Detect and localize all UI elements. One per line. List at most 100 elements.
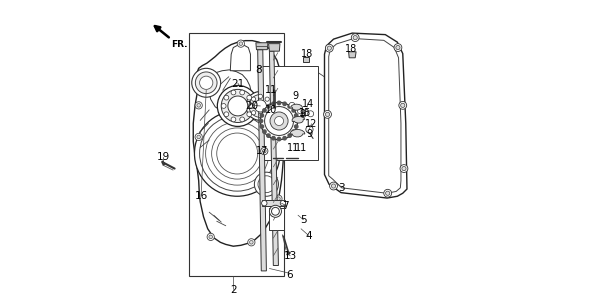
Circle shape [262,108,267,113]
Circle shape [195,72,217,94]
Polygon shape [303,57,309,62]
Circle shape [199,76,213,89]
Polygon shape [258,50,267,271]
Text: 13: 13 [284,251,297,262]
Circle shape [287,133,292,138]
Circle shape [258,176,275,193]
Circle shape [275,195,282,202]
Circle shape [192,68,221,97]
Polygon shape [268,44,280,51]
Polygon shape [189,33,284,276]
Circle shape [297,108,303,114]
Circle shape [251,97,255,101]
Circle shape [384,189,392,197]
Text: 9: 9 [293,91,299,101]
Circle shape [280,200,286,206]
Polygon shape [270,208,284,230]
Circle shape [250,104,254,108]
Polygon shape [292,116,305,123]
Circle shape [270,112,288,130]
Circle shape [228,96,248,116]
Circle shape [224,95,229,100]
Circle shape [274,116,284,126]
Text: 5: 5 [300,215,307,225]
Circle shape [399,101,407,109]
Circle shape [258,113,263,118]
Polygon shape [270,51,278,265]
Text: 18: 18 [345,44,358,54]
Polygon shape [290,129,305,137]
Circle shape [396,45,400,50]
Circle shape [247,95,252,100]
Circle shape [258,94,263,98]
Polygon shape [256,43,268,50]
Text: 12: 12 [306,119,318,129]
Text: 10: 10 [266,105,278,115]
Polygon shape [329,39,401,193]
Circle shape [401,103,405,107]
Circle shape [224,112,229,117]
Text: 11: 11 [287,143,299,153]
Circle shape [301,113,306,117]
Circle shape [276,67,283,74]
Text: 21: 21 [231,79,244,89]
Polygon shape [262,200,286,206]
Circle shape [258,119,263,123]
Circle shape [205,122,269,185]
Circle shape [271,136,276,141]
Circle shape [251,111,255,115]
Circle shape [260,124,264,129]
Circle shape [277,137,281,141]
Circle shape [277,69,281,73]
Polygon shape [291,104,303,110]
Circle shape [248,104,253,108]
Text: 3: 3 [338,183,345,193]
Circle shape [294,119,300,123]
Circle shape [326,44,333,52]
Polygon shape [230,45,250,71]
Circle shape [282,136,287,141]
Text: 6: 6 [287,269,293,280]
Circle shape [307,111,314,117]
Text: 11: 11 [295,143,307,153]
Circle shape [212,128,263,179]
Circle shape [195,111,280,196]
Circle shape [327,46,332,50]
Circle shape [249,95,272,117]
Text: 19: 19 [156,152,170,162]
Circle shape [261,147,268,155]
Text: 9: 9 [300,109,306,119]
Circle shape [402,166,406,171]
Text: 20: 20 [245,101,259,111]
Text: 11: 11 [265,85,277,95]
Circle shape [332,184,336,188]
Circle shape [294,113,299,118]
Circle shape [261,200,267,206]
Polygon shape [194,41,284,246]
Circle shape [264,107,293,135]
Circle shape [277,197,280,200]
Circle shape [351,34,359,42]
Circle shape [282,101,287,106]
Circle shape [199,116,275,191]
Circle shape [266,104,271,109]
Text: FR.: FR. [172,40,188,49]
Text: 2: 2 [230,284,237,295]
Text: 17: 17 [255,146,268,157]
Circle shape [394,44,402,51]
Circle shape [239,42,242,45]
Text: 16: 16 [195,191,208,201]
Circle shape [277,101,281,105]
Circle shape [217,133,258,174]
Text: 9: 9 [306,129,313,139]
Circle shape [240,117,245,122]
Text: 4: 4 [305,231,312,241]
Circle shape [330,182,337,190]
Circle shape [268,104,272,108]
Circle shape [254,172,278,196]
Circle shape [195,133,202,141]
Circle shape [247,112,252,117]
Circle shape [254,100,267,112]
Circle shape [207,233,214,240]
Circle shape [246,92,275,120]
